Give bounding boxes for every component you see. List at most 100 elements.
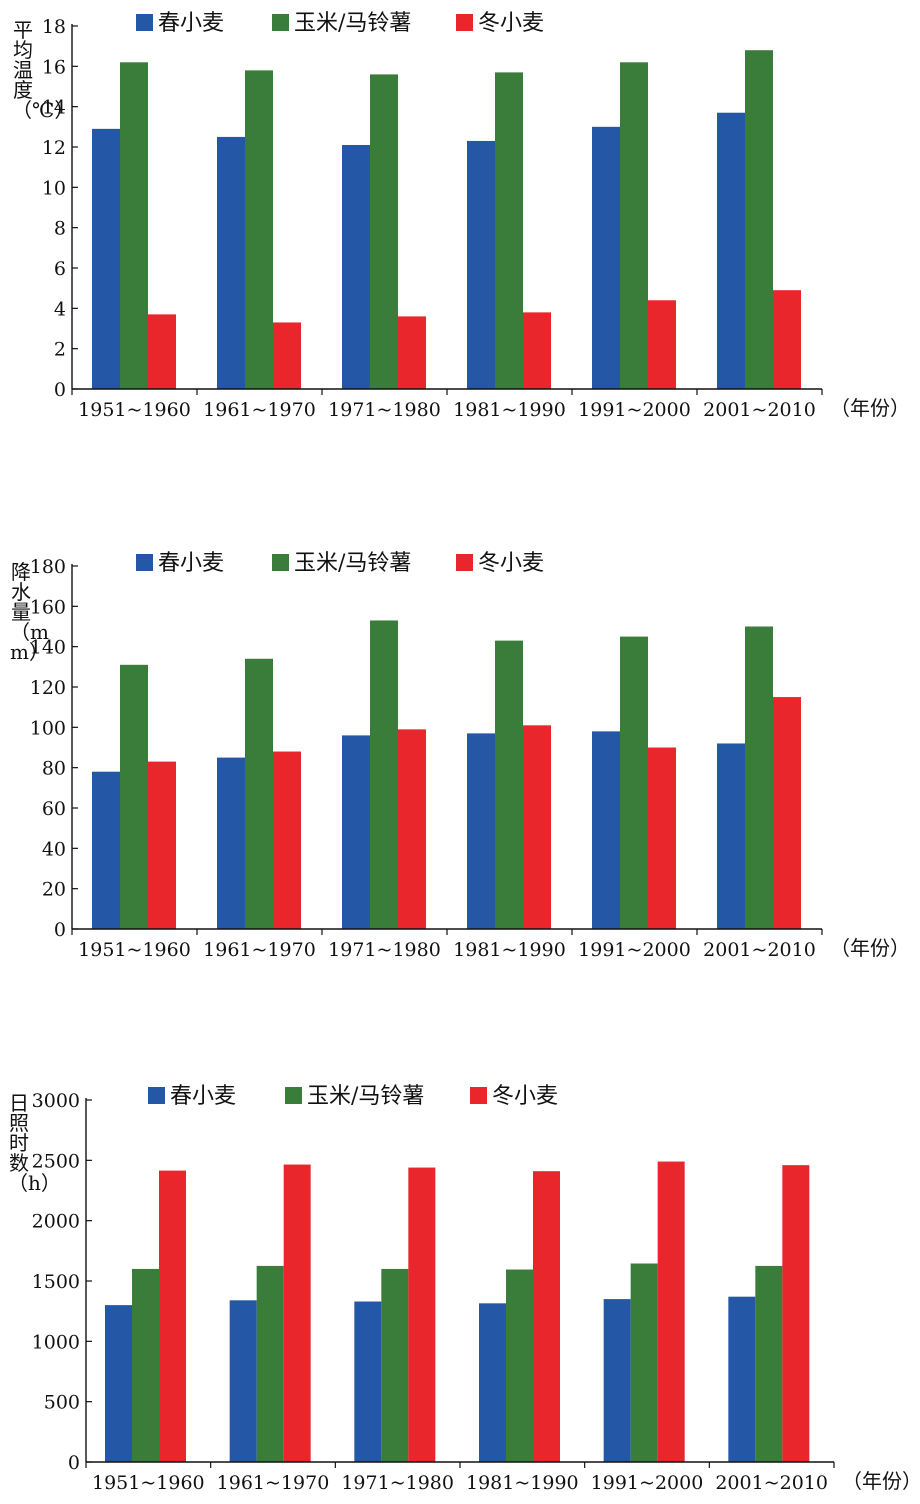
bar-0-4 (592, 126, 620, 389)
legend-swatch-2 (456, 554, 473, 571)
bar-0-1 (217, 757, 245, 929)
bar-0-0 (105, 1305, 132, 1462)
bar-2-5 (782, 1165, 810, 1462)
x-tick-label-3: 1981~1990 (466, 1472, 579, 1494)
y-tick-label-8: 160 (30, 596, 66, 618)
y-tick-label-5: 10 (42, 177, 66, 199)
bar-2-3 (523, 725, 551, 929)
temperature-bar-chart: 春小麦 玉米/马铃薯 冬小麦 1951~1960 1961~1970 1971~1980 1… (42, 11, 910, 421)
x-tick-label-4: 1991~2000 (578, 399, 691, 421)
bar-0-0 (92, 771, 120, 929)
bar-2-1 (273, 322, 301, 389)
x-axis-label: （年份） (830, 936, 910, 960)
y-tick-label-1: 20 (42, 879, 66, 901)
bar-2-5 (773, 290, 801, 389)
bar-1-3 (495, 640, 523, 929)
bar-2-0 (159, 1170, 186, 1462)
bar-2-0 (148, 761, 176, 929)
bar-1-5 (745, 50, 773, 389)
bar-2-0 (148, 314, 176, 389)
legend-swatch-2 (470, 1087, 487, 1104)
y-tick-label-5: 2500 (32, 1150, 80, 1172)
bar-0-3 (467, 140, 495, 389)
bar-0-5 (728, 1296, 756, 1462)
sunshine-bar-chart: 春小麦 玉米/马铃薯 冬小麦 1951~1960 1961~1970 1971~1980 1… (32, 1084, 920, 1494)
y-tick-label-2: 40 (42, 838, 66, 860)
y-tick-label-3: 60 (42, 798, 66, 820)
y-tick-label-3: 6 (54, 258, 66, 280)
precipitation-bar-chart: 春小麦 玉米/马铃薯 冬小麦 1951~1960 1961~1970 1971~1980 1… (30, 551, 910, 961)
y-axis-label: 日照时数（h） (8, 1091, 61, 1195)
x-axis-label: （年份） (842, 1469, 920, 1493)
bar-1-4 (630, 1263, 658, 1462)
bar-1-5 (745, 626, 773, 929)
bar-1-3 (506, 1269, 533, 1462)
x-tick-label-4: 1991~2000 (578, 939, 691, 961)
bar-0-3 (479, 1303, 506, 1462)
y-tick-label-6: 3000 (32, 1090, 80, 1112)
bar-1-1 (245, 658, 273, 929)
precipitation-chart: 降水量（mm） 春小麦 玉米/马铃薯 冬小麦 1951~1960 1961~1970 19… (0, 540, 920, 980)
legend-swatch-1 (272, 554, 289, 571)
bar-0-0 (92, 128, 120, 389)
x-tick-label-5: 2001~2010 (703, 399, 816, 421)
bar-0-1 (217, 136, 245, 389)
x-tick-label-0: 1951~1960 (92, 1472, 205, 1494)
legend-swatch-2 (456, 14, 473, 31)
bar-2-3 (523, 312, 551, 389)
y-tick-label-1: 500 (44, 1392, 80, 1414)
y-tick-label-2: 4 (54, 298, 66, 320)
bar-0-4 (603, 1299, 631, 1462)
legend-label-0: 春小麦 (158, 551, 224, 576)
legend-label-1: 玉米/马铃薯 (294, 551, 411, 576)
x-tick-label-1: 1961~1970 (203, 939, 316, 961)
y-tick-label-5: 100 (30, 717, 66, 739)
bar-2-3 (533, 1171, 560, 1462)
legend-label-0: 春小麦 (158, 11, 224, 36)
x-tick-label-5: 2001~2010 (715, 1472, 828, 1494)
y-tick-label-0: 0 (54, 919, 66, 941)
x-tick-label-4: 1991~2000 (591, 1472, 704, 1494)
x-tick-label-1: 1961~1970 (217, 1472, 330, 1494)
x-tick-label-2: 1971~1980 (328, 399, 441, 421)
y-tick-label-3: 1500 (32, 1271, 80, 1293)
bar-2-2 (398, 316, 426, 389)
bar-1-0 (132, 1268, 159, 1462)
bar-0-5 (717, 112, 745, 389)
bar-1-3 (495, 72, 523, 389)
y-tick-label-0: 0 (68, 1452, 80, 1474)
legend-label-1: 玉米/马铃薯 (294, 11, 411, 36)
bar-2-4 (648, 747, 676, 929)
x-tick-label-3: 1981~1990 (453, 399, 566, 421)
y-tick-label-9: 180 (30, 556, 66, 578)
y-tick-label-8: 16 (42, 56, 66, 78)
bar-1-1 (245, 70, 273, 389)
bar-2-2 (408, 1167, 436, 1462)
legend-swatch-0 (148, 1087, 165, 1104)
bar-2-4 (657, 1161, 685, 1462)
y-tick-label-4: 80 (42, 758, 66, 780)
legend-label-0: 春小麦 (170, 1084, 236, 1109)
bar-1-0 (120, 664, 148, 929)
bar-2-4 (648, 300, 676, 389)
x-tick-label-2: 1971~1980 (341, 1472, 454, 1494)
x-tick-label-3: 1981~1990 (453, 939, 566, 961)
bar-1-2 (381, 1268, 409, 1462)
y-tick-label-4: 2000 (32, 1211, 80, 1233)
y-tick-label-2: 1000 (32, 1331, 80, 1353)
x-tick-label-2: 1971~1980 (328, 939, 441, 961)
y-tick-label-4: 8 (54, 218, 66, 240)
bar-1-1 (256, 1265, 284, 1462)
bar-1-4 (620, 636, 648, 929)
bar-0-2 (354, 1301, 382, 1462)
bar-2-2 (398, 729, 426, 929)
x-tick-label-0: 1951~1960 (78, 399, 191, 421)
y-tick-label-9: 18 (42, 16, 66, 38)
x-tick-label-1: 1961~1970 (203, 399, 316, 421)
y-tick-label-7: 140 (30, 637, 66, 659)
legend-swatch-0 (136, 554, 153, 571)
y-tick-label-7: 14 (42, 97, 66, 119)
legend-label-2: 冬小麦 (478, 551, 544, 576)
legend-label-2: 冬小麦 (478, 11, 544, 36)
sunshine-chart: 日照时数（h） 春小麦 玉米/马铃薯 冬小麦 1951~1960 1961~1970 19… (0, 1075, 920, 1500)
